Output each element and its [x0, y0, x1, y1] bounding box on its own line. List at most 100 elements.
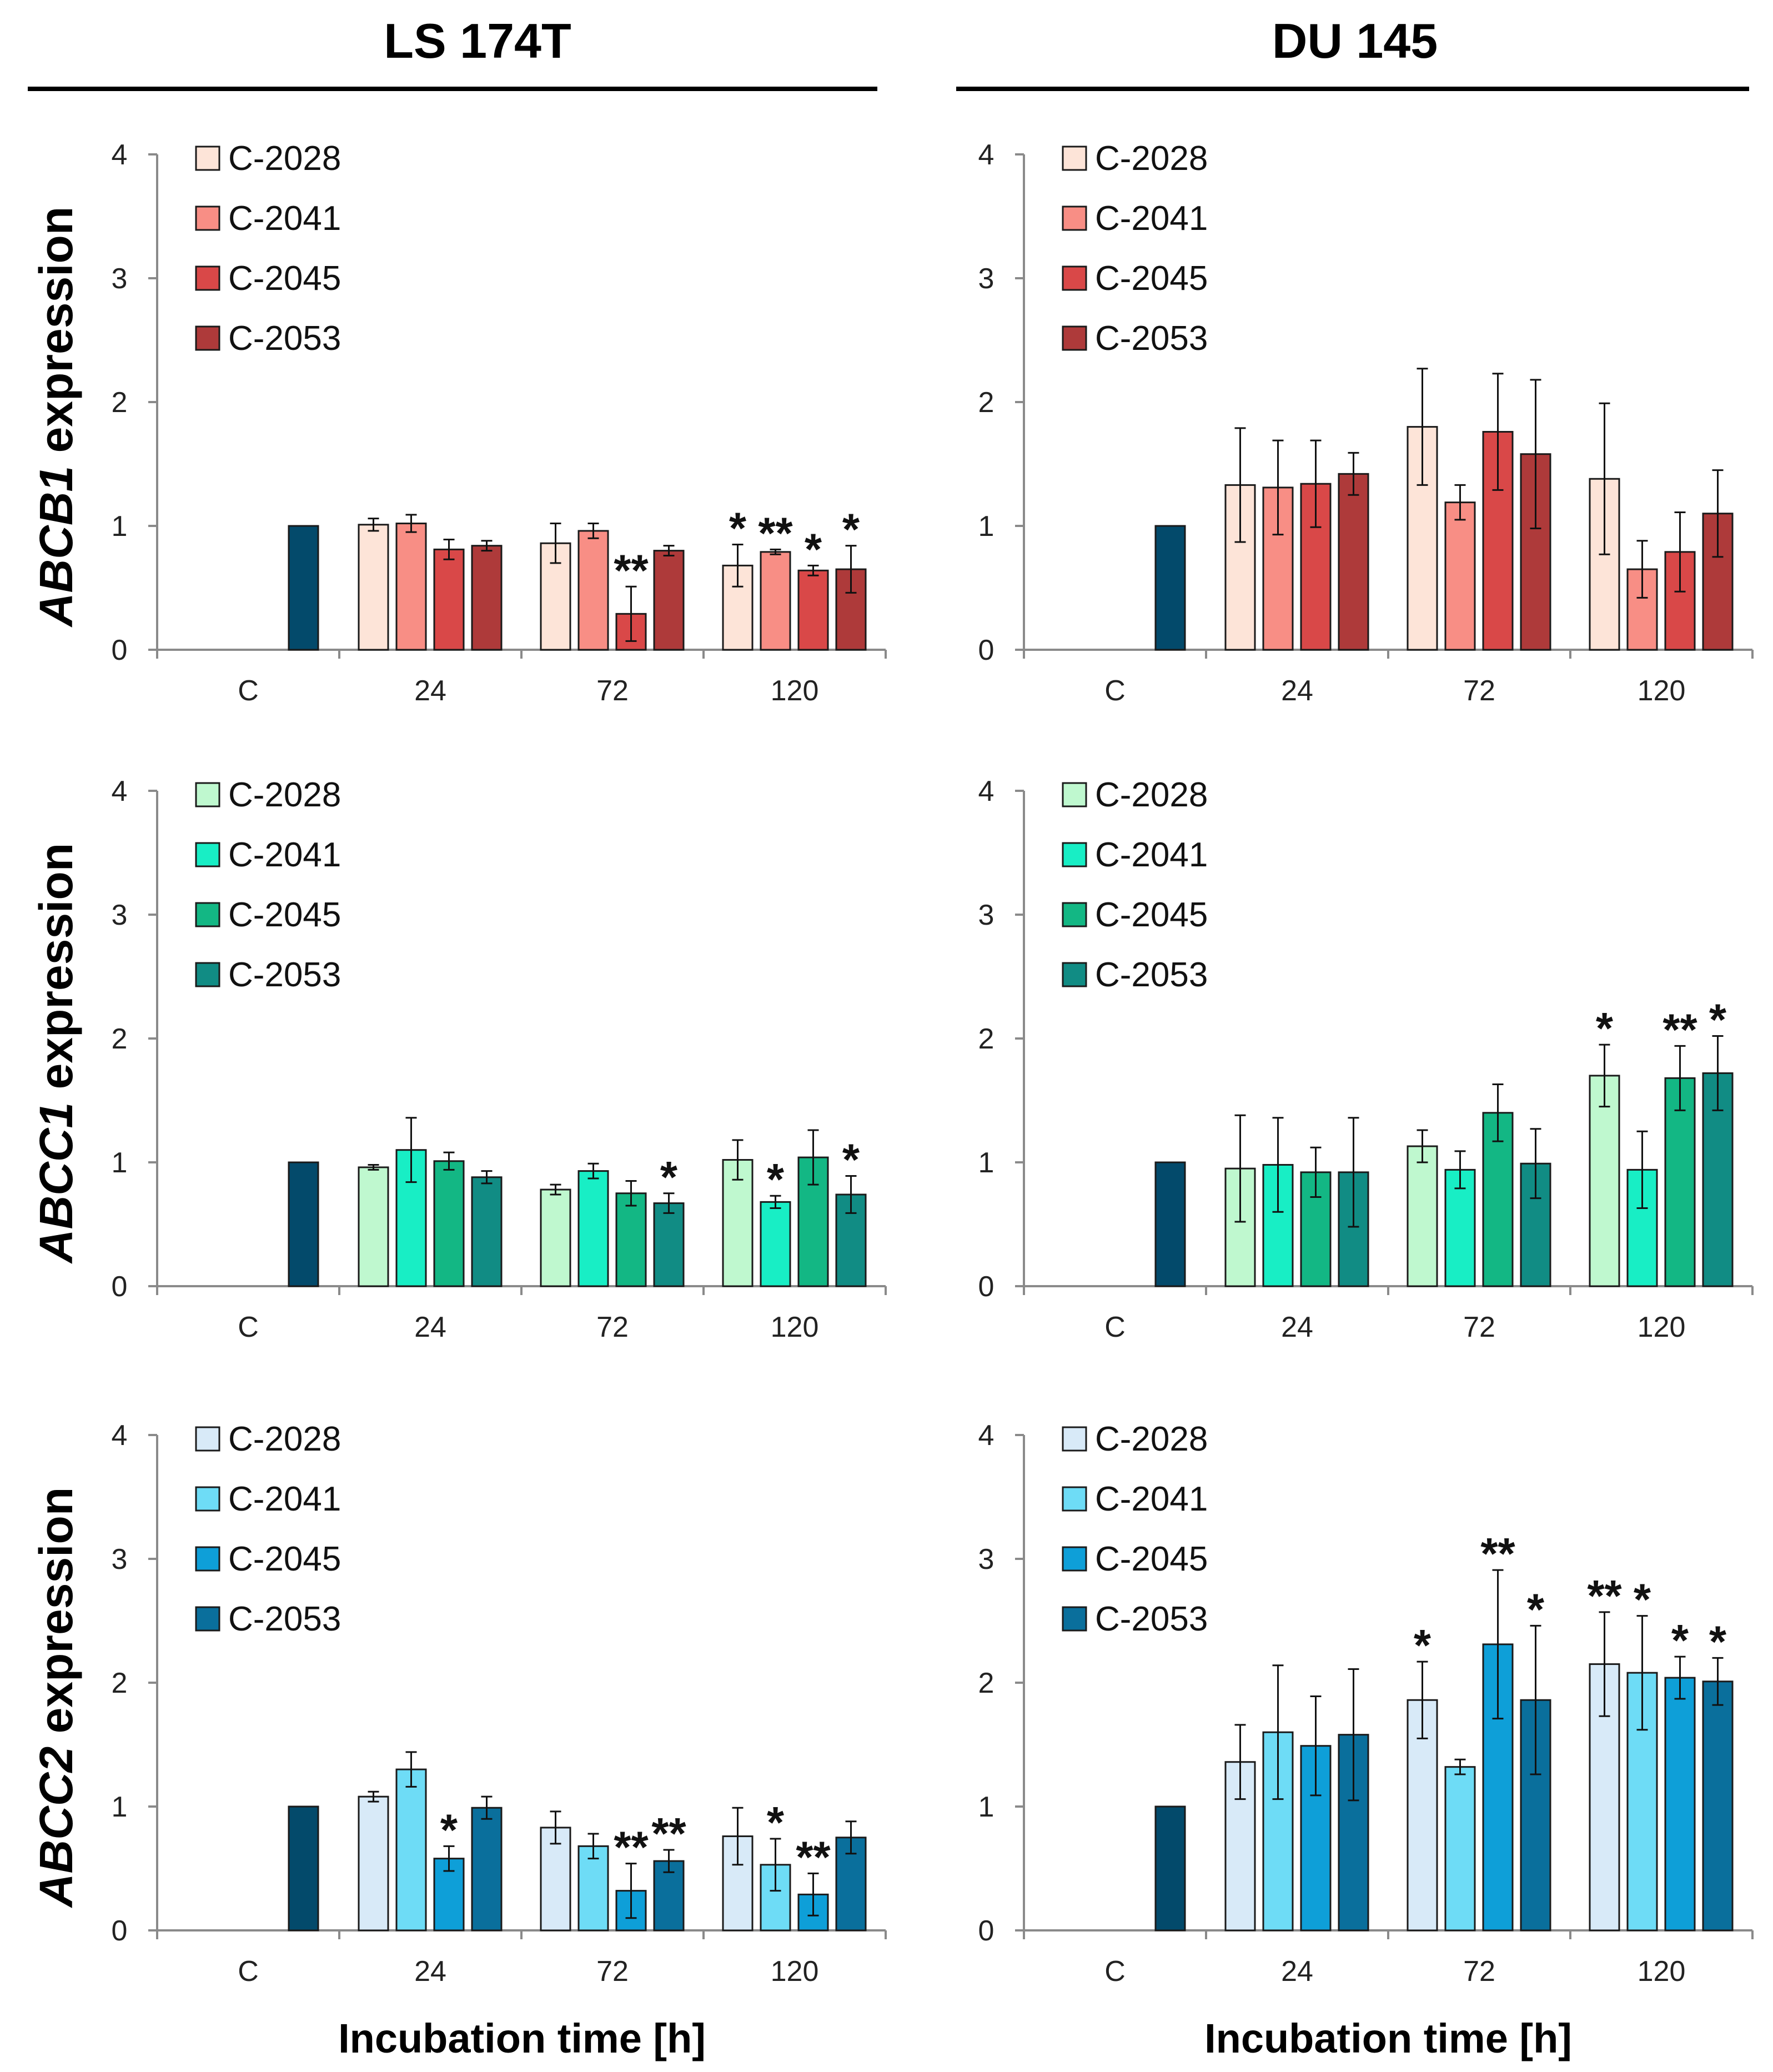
legend-swatch [195, 842, 220, 867]
significance-marker: * [660, 1152, 678, 1202]
bar-c-2053 [471, 1807, 503, 1931]
bar-c-2028 [1589, 1075, 1620, 1287]
y-tick-label: 3 [112, 899, 128, 931]
y-tick-label: 3 [978, 899, 995, 931]
legend-swatch [195, 782, 220, 807]
significance-marker: * [842, 505, 860, 554]
y-tick-label: 2 [112, 1667, 128, 1699]
legend-label: C-2028 [228, 139, 341, 178]
legend-label: C-2045 [1095, 259, 1208, 298]
row-label-abcc1: ABCC1 expression [30, 843, 82, 1264]
x-tick-label: 24 [414, 1311, 446, 1343]
x-tick-label: 72 [596, 675, 629, 707]
significance-marker: ** [651, 1809, 686, 1858]
y-tick-label: 1 [112, 510, 128, 543]
bar-c-2053 [653, 1202, 685, 1287]
significance-marker: * [805, 524, 822, 574]
bar-c-2045 [433, 1160, 465, 1287]
header: LS 174T DU 145 [28, 13, 1749, 91]
legend-label: C-2045 [228, 259, 341, 298]
x-tick-label: 120 [771, 1311, 819, 1343]
bar-c-2053 [471, 1176, 503, 1287]
legend-swatch [1062, 962, 1087, 987]
x-tick-label: 24 [1281, 1955, 1313, 1988]
legend-label: C-2041 [228, 836, 341, 874]
significance-marker: ** [614, 545, 649, 595]
y-tick-label: 4 [112, 1419, 128, 1452]
x-tick-label: 72 [1463, 1955, 1495, 1988]
legend-label: C-2053 [228, 956, 341, 994]
significance-marker: * [1671, 1616, 1689, 1665]
x-tick-label: 120 [1638, 1311, 1686, 1343]
legend-swatch [1062, 265, 1087, 291]
bar-c-2041 [1262, 1731, 1294, 1931]
x-tick-label: 24 [414, 675, 446, 707]
bar-c-2028 [722, 1159, 754, 1287]
bar-c-2028 [540, 1827, 571, 1931]
y-tick-label: 1 [978, 1791, 995, 1823]
row-label-abcc2: ABCC2 expression [30, 1487, 82, 1908]
legend-swatch [195, 325, 220, 351]
legend-swatch [1062, 325, 1087, 351]
y-tick-label: 0 [112, 1915, 128, 1947]
significance-marker: ** [1587, 1571, 1622, 1621]
legend-swatch [195, 1546, 220, 1572]
significance-marker: * [1634, 1575, 1651, 1624]
bar-c-2045 [1664, 1077, 1696, 1287]
legend-swatch [1062, 1426, 1087, 1452]
bar-c-2028 [358, 1795, 389, 1931]
y-tick-label: 3 [112, 1543, 128, 1576]
y-tick-label: 0 [978, 1915, 995, 1947]
legend-label: C-2053 [228, 1600, 341, 1638]
bar-c-2041 [395, 1768, 427, 1931]
y-tick-label: 4 [112, 775, 128, 807]
x-tick-label: 24 [414, 1955, 446, 1988]
row-label-abcb1: ABCB1 expression [30, 207, 82, 628]
bar-c-2028 [358, 524, 389, 651]
significance-marker: * [1527, 1584, 1545, 1634]
y-tick-label: 1 [112, 1147, 128, 1179]
column-title-du145: DU 145 [1272, 13, 1438, 68]
legend-swatch [1062, 902, 1087, 927]
bar-c-2041 [395, 523, 427, 651]
legend-swatch [1062, 1486, 1087, 1512]
x-axis-label-ls174t: Incubation time [h] [338, 2015, 706, 2061]
legend-swatch [195, 1426, 220, 1452]
bar-c-2053 [653, 550, 685, 651]
y-tick-label: 0 [112, 634, 128, 666]
bar-c-2041 [760, 1201, 791, 1287]
y-tick-label: 0 [978, 1271, 995, 1303]
bar-c-2053 [1520, 1699, 1551, 1931]
x-tick-label: 24 [1281, 1311, 1313, 1343]
legend-swatch [1062, 842, 1087, 867]
y-tick-label: 4 [978, 139, 995, 171]
bar-c-2028 [540, 1188, 571, 1287]
legend-label: C-2028 [1095, 139, 1208, 178]
legend-swatch [1062, 1546, 1087, 1572]
y-tick-label: 3 [978, 263, 995, 295]
y-tick-label: 4 [978, 775, 995, 807]
significance-marker: * [1596, 1004, 1614, 1053]
y-tick-label: 0 [112, 1271, 128, 1303]
row-label-abcb1-suffix: expression [30, 207, 82, 466]
bar-c-2053 [1338, 1734, 1369, 1931]
legend-swatch [1062, 782, 1087, 807]
row-label-abcb1-gene: ABCB1 [30, 466, 82, 628]
y-tick-label: 3 [978, 1543, 995, 1576]
legend-label: C-2041 [228, 1480, 341, 1518]
x-tick-label: C [1104, 1311, 1126, 1343]
x-tick-label: 120 [771, 1955, 819, 1988]
legend-label: C-2045 [228, 1540, 341, 1578]
bar-c-2045 [615, 1192, 647, 1287]
y-tick-label: 2 [978, 1023, 995, 1055]
row-labels: ABCB1 expression ABCC1 expression ABCC2 … [30, 207, 82, 1908]
x-tick-label: C [1104, 1955, 1126, 1988]
x-tick-label: 120 [771, 675, 819, 707]
legend-swatch [195, 146, 220, 171]
x-tick-label: C [238, 1955, 259, 1988]
y-tick-label: 3 [112, 263, 128, 295]
